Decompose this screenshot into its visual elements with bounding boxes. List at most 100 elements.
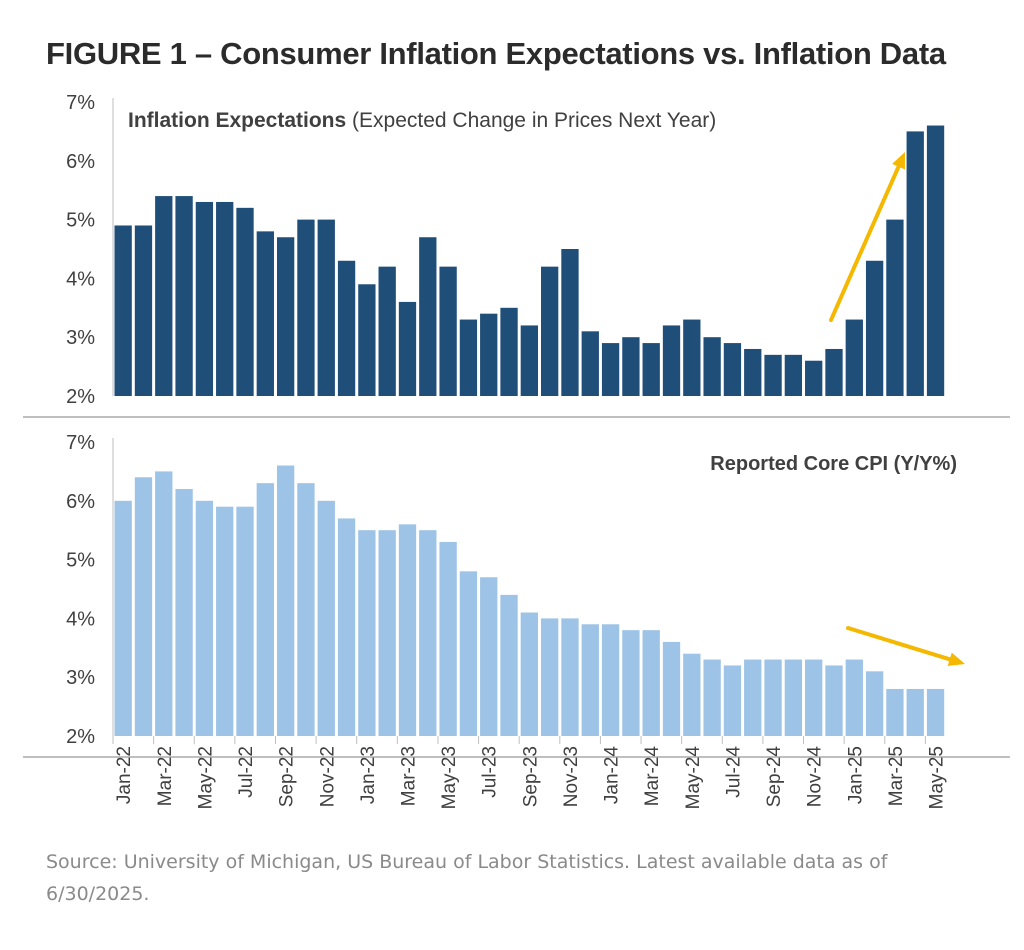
core-cpi-bar — [642, 630, 660, 736]
x-tick-label: Nov-24 — [805, 746, 826, 808]
expectation-bar — [317, 219, 335, 396]
expectation-bar — [256, 231, 274, 396]
x-tick-label: Jan-25 — [845, 746, 866, 804]
core-cpi-bar — [398, 524, 417, 736]
core-cpi-bar — [216, 506, 234, 736]
core-cpi-down-arrow-head — [947, 652, 965, 666]
core-cpi-bar — [683, 653, 701, 736]
expectation-bar — [662, 325, 681, 396]
expectation-bar — [459, 319, 478, 396]
expectation-bar — [744, 348, 762, 396]
expectation-bar — [480, 313, 498, 396]
expectation-bar — [398, 301, 417, 396]
expectation-bar — [784, 354, 803, 396]
expectation-bar — [134, 225, 153, 396]
core-cpi-bar — [175, 489, 193, 736]
expectation-bar — [155, 196, 173, 396]
core-cpi-bar — [378, 530, 396, 736]
core-cpi-bar — [865, 671, 884, 736]
x-tick-label: Nov-23 — [561, 746, 582, 807]
x-tick-label: Jul-24 — [723, 746, 744, 798]
expectation-bar — [500, 307, 518, 396]
core-cpi-bar — [845, 659, 863, 736]
core-cpi-bar — [662, 641, 681, 736]
core-cpi-y-tick-label: 4% — [66, 608, 95, 630]
core-cpi-bar — [805, 659, 823, 736]
expectation-bar — [520, 325, 538, 396]
expectation-bar — [865, 260, 884, 396]
expectation-bar — [378, 266, 396, 396]
core-cpi-bar — [906, 688, 924, 736]
core-cpi-bar — [358, 530, 376, 736]
core-cpi-bar — [276, 465, 295, 736]
expectation-bar — [236, 207, 254, 396]
expectation-bar — [358, 284, 376, 396]
expectations-panel: Inflation Expectations (Expected Change … — [23, 92, 1010, 418]
core-cpi-bar — [195, 500, 214, 736]
x-tick-label: May-25 — [927, 746, 948, 809]
expectation-bar — [541, 266, 559, 396]
core-cpi-bar — [419, 530, 437, 736]
expectation-bar — [886, 219, 904, 396]
x-tick-label: Mar-24 — [642, 746, 663, 807]
expectation-bar — [419, 237, 437, 396]
core-cpi-bar — [744, 659, 762, 736]
core-cpi-bar — [541, 618, 559, 736]
expectation-bar — [622, 337, 640, 396]
x-tick-label: Nov-22 — [317, 746, 338, 807]
expectation-bar — [723, 343, 742, 396]
expectation-bar — [642, 343, 660, 396]
core-cpi-bar — [439, 541, 457, 736]
x-tick-label: May-24 — [683, 746, 704, 810]
expectation-bar — [337, 260, 356, 396]
expectations-up-arrow-head — [892, 152, 905, 170]
expectation-bar — [845, 319, 863, 396]
expectation-bar — [439, 266, 457, 396]
core-cpi-bar — [561, 618, 579, 736]
expectation-bar — [216, 201, 234, 396]
expectation-bar — [561, 249, 579, 396]
source-note: Source: University of Michigan, US Burea… — [46, 851, 888, 905]
expectation-y-tick-label: 3% — [66, 327, 95, 349]
core-cpi-down-arrow-shaft — [846, 626, 952, 662]
core-cpi-bar — [459, 571, 478, 736]
expectation-bar — [601, 343, 620, 396]
x-tick-label: Sep-24 — [764, 746, 785, 808]
expectations-up-arrow-shaft — [829, 164, 901, 322]
expectations-title: Inflation Expectations (Expected Change … — [128, 109, 716, 132]
core-cpi-bar — [114, 500, 132, 736]
core-cpi-y-tick-label: 7% — [66, 432, 95, 454]
core-cpi-bar — [480, 577, 498, 736]
expectation-y-tick-label: 7% — [66, 92, 95, 114]
expectation-y-tick-label: 6% — [66, 151, 95, 173]
core-cpi-y-tick-label: 2% — [66, 726, 95, 748]
core-cpi-bar — [825, 665, 843, 736]
x-tick-label: Mar-25 — [886, 746, 907, 806]
expectation-bar — [175, 196, 193, 396]
core-cpi-bar — [581, 624, 599, 736]
expectation-bar — [297, 219, 315, 396]
expectation-bar — [276, 237, 295, 396]
core-cpi-bar — [337, 518, 356, 736]
core-cpi-y-tick-label: 3% — [66, 667, 95, 689]
core-cpi-bar — [500, 594, 518, 736]
x-tick-label: Jul-23 — [480, 746, 501, 798]
x-tick-label: May-23 — [439, 746, 460, 809]
expectation-bar — [703, 337, 721, 396]
core-cpi-title: Reported Core CPI (Y/Y%) — [710, 453, 957, 475]
x-tick-label: Sep-22 — [277, 746, 298, 807]
core-cpi-bar — [155, 471, 173, 736]
core-cpi-bar — [764, 659, 782, 736]
figure-title: FIGURE 1 – Consumer Inflation Expectatio… — [46, 36, 946, 71]
core-cpi-bar — [134, 477, 153, 736]
core-cpi-bar — [926, 688, 945, 736]
core-cpi-y-tick-label: 6% — [66, 491, 95, 513]
core-cpi-bar — [601, 624, 620, 736]
core-cpi-panel: Reported Core CPI (Y/Y%) 2% 3% 4% 5% 6% 7% — [23, 432, 1010, 758]
x-tick-label: Jan-22 — [114, 746, 135, 804]
x-tick-label: Mar-22 — [155, 746, 176, 806]
expectation-bar — [825, 348, 843, 396]
core-cpi-bar — [622, 630, 640, 736]
expectation-y-tick-label: 5% — [66, 210, 95, 232]
